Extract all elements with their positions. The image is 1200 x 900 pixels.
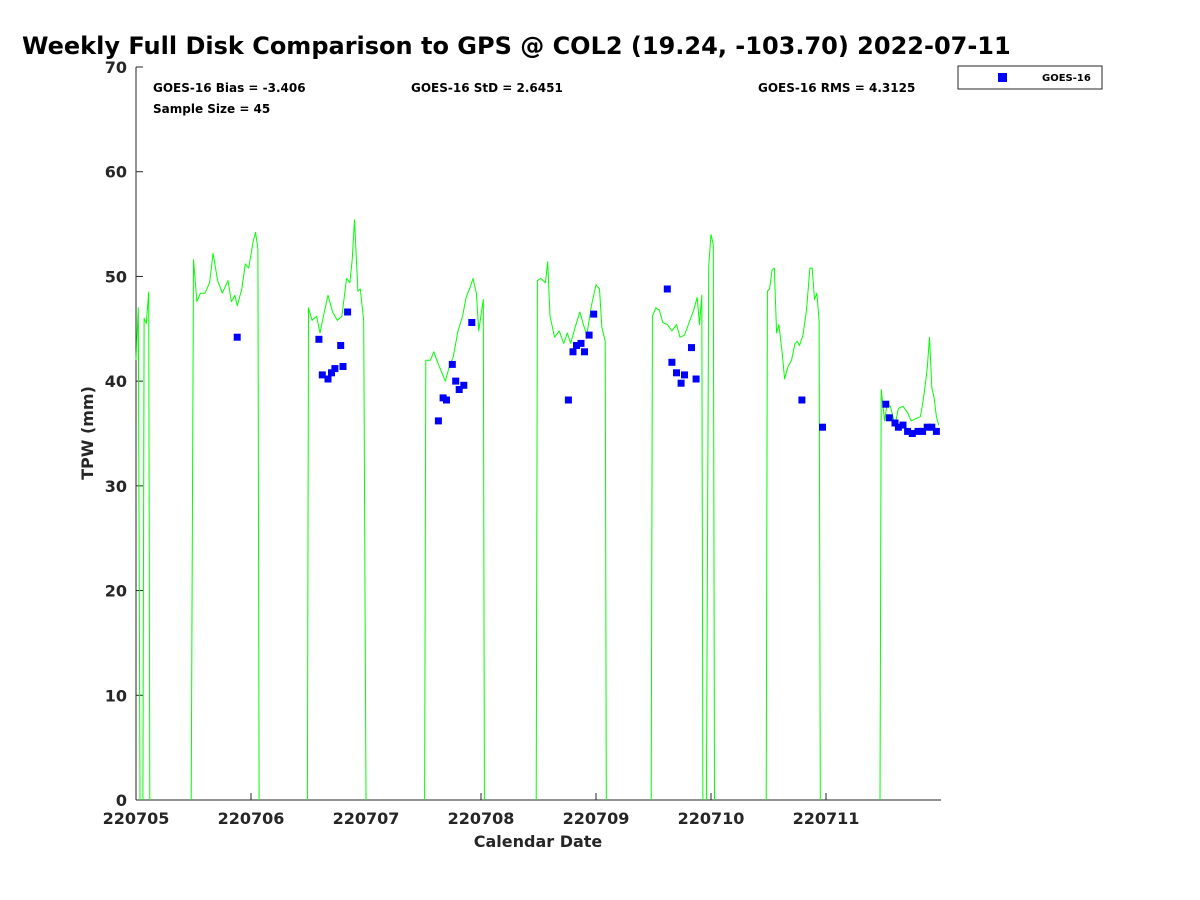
goes16-point xyxy=(344,308,352,316)
goes16-point xyxy=(663,285,671,293)
stats-annotations: GOES-16 Bias = -3.406 GOES-16 StD = 2.64… xyxy=(153,81,915,116)
y-tick-label: 60 xyxy=(105,163,127,182)
goes16-series-points xyxy=(233,285,940,437)
goes16-point xyxy=(455,386,463,393)
y-ticks: 0 10 20 30 40 50 60 70 xyxy=(105,58,143,810)
bias-stat: GOES-16 Bias = -3.406 xyxy=(153,81,306,95)
goes16-point xyxy=(569,348,577,356)
goes16-point xyxy=(328,369,335,377)
goes16-point xyxy=(331,365,339,373)
goes16-point xyxy=(819,423,826,431)
y-tick-label: 40 xyxy=(105,372,127,391)
goes16-point xyxy=(315,335,323,343)
y-tick-label: 30 xyxy=(105,477,127,496)
x-tick-label: 220705 xyxy=(103,809,170,828)
rms-stat: GOES-16 RMS = 4.3125 xyxy=(758,81,915,95)
gps-line-segment xyxy=(190,231,260,801)
goes16-point xyxy=(891,419,899,427)
y-tick-label: 50 xyxy=(105,267,127,286)
legend: GOES-16 xyxy=(957,65,1103,90)
x-tick-label: 220708 xyxy=(448,809,515,828)
goes16-point xyxy=(908,430,916,437)
x-tick-label: 220706 xyxy=(218,809,285,828)
goes16-point xyxy=(590,310,598,318)
y-tick-label: 10 xyxy=(105,686,127,705)
goes16-point xyxy=(577,339,585,347)
goes16-point xyxy=(339,363,347,370)
goes16-point xyxy=(468,319,476,326)
goes16-point xyxy=(882,400,890,408)
legend-marker-goes16 xyxy=(998,73,1007,82)
gps-line-segment xyxy=(705,234,715,801)
goes16-point xyxy=(581,348,588,356)
gps-series-line xyxy=(135,219,940,801)
goes16-point xyxy=(673,369,680,377)
legend-label-goes16: GOES-16 xyxy=(1042,73,1091,84)
goes16-point xyxy=(564,396,572,404)
gps-line-segment xyxy=(424,278,485,801)
x-tick-label: 220711 xyxy=(793,809,860,828)
goes16-point xyxy=(448,360,456,368)
y-tick-label: 0 xyxy=(116,791,127,810)
goes16-point xyxy=(928,423,936,431)
goes16-point xyxy=(677,379,685,387)
goes16-point xyxy=(919,427,927,435)
goes16-point xyxy=(899,421,907,429)
goes16-point xyxy=(681,371,688,379)
x-ticks: 220705 220706 220707 220708 220709 220710 2207… xyxy=(103,793,860,828)
goes16-point xyxy=(798,396,806,404)
x-axis-label: Calendar Date xyxy=(474,832,603,851)
x-tick-label: 220709 xyxy=(563,809,630,828)
gps-line-segment xyxy=(135,307,141,801)
goes16-point xyxy=(692,375,700,383)
goes16-point xyxy=(688,344,695,352)
y-tick-label: 20 xyxy=(105,582,127,601)
goes16-point xyxy=(668,358,676,366)
goes16-point xyxy=(904,427,912,435)
goes16-point xyxy=(914,427,922,435)
std-stat: GOES-16 StD = 2.6451 xyxy=(411,81,563,95)
gps-line-segment xyxy=(306,219,367,801)
x-tick-label: 220710 xyxy=(678,809,745,828)
goes16-point xyxy=(923,423,931,431)
goes16-point xyxy=(885,414,893,422)
chart-title: Weekly Full Disk Comparison to GPS @ COL… xyxy=(22,32,1011,60)
y-axis-label: TPW (mm) xyxy=(78,386,97,480)
x-tick-label: 220707 xyxy=(333,809,400,828)
goes16-point xyxy=(233,333,241,341)
goes16-point xyxy=(324,375,332,383)
goes16-point xyxy=(894,423,902,431)
goes16-point xyxy=(318,371,326,379)
goes16-point xyxy=(585,331,593,339)
sample-size-stat: Sample Size = 45 xyxy=(153,102,270,116)
goes16-point xyxy=(434,417,442,425)
gps-line-segment xyxy=(535,261,607,801)
goes16-point xyxy=(932,427,940,435)
plot-area xyxy=(135,67,941,801)
y-tick-label: 70 xyxy=(105,58,127,77)
gps-line-segment xyxy=(650,294,704,801)
goes16-point xyxy=(460,381,468,389)
goes16-point xyxy=(443,396,450,404)
goes16-point xyxy=(452,377,460,385)
gps-line-segment xyxy=(142,291,151,801)
goes16-point xyxy=(573,342,580,349)
gps-line-segment xyxy=(765,267,821,801)
goes16-point xyxy=(337,342,345,349)
legend-box xyxy=(957,65,1103,90)
